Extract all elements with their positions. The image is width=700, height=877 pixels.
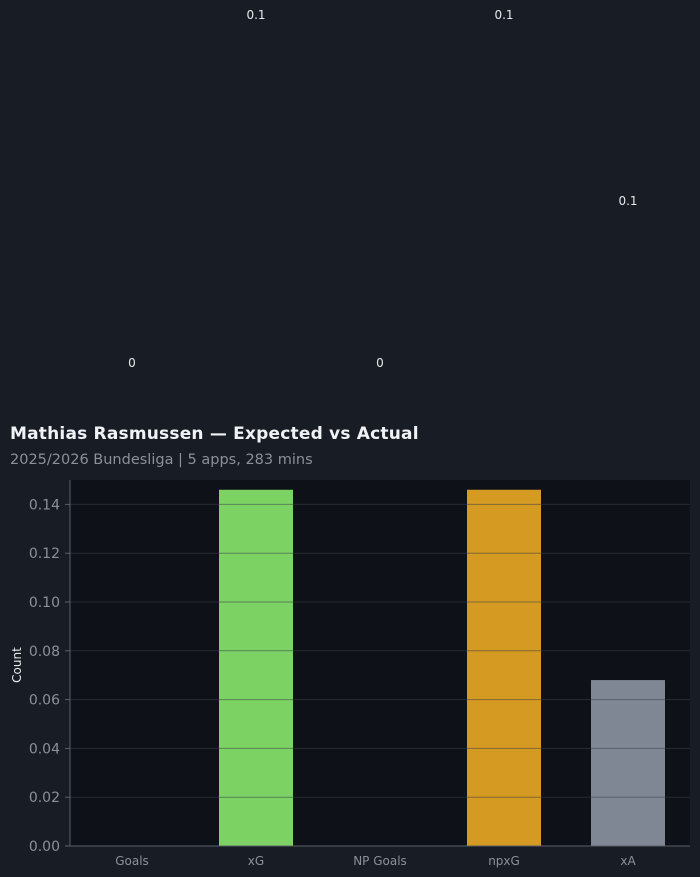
value-label: 0.1 [618, 194, 638, 208]
value-label: 0.1 [494, 8, 514, 22]
bar-xa [591, 680, 665, 846]
y-tick-label: 0.04 [29, 741, 60, 757]
y-tick-label: 0.06 [29, 693, 60, 709]
value-label: 0.1 [246, 8, 266, 22]
bar-xg [219, 489, 293, 846]
x-tick-label: xA [620, 854, 636, 868]
y-tick-label: 0.02 [29, 790, 60, 806]
value-label: 0 [128, 356, 136, 370]
y-tick-label: 0.10 [29, 595, 60, 611]
y-tick-label: 0.00 [29, 839, 60, 855]
x-tick-label: npxG [488, 854, 520, 868]
x-tick-label: xG [248, 854, 264, 868]
y-tick-label: 0.14 [29, 497, 60, 513]
chart-title: Mathias Rasmussen — Expected vs Actual [10, 424, 419, 444]
x-tick-label: NP Goals [353, 854, 407, 868]
chart-subtitle: 2025/2026 Bundesliga | 5 apps, 283 mins [10, 452, 313, 468]
y-tick-label: 0.08 [29, 644, 60, 660]
y-tick-label: 0.12 [29, 546, 60, 562]
bar-npxg [467, 489, 541, 846]
value-label: 0 [376, 356, 384, 370]
x-tick-label: Goals [115, 854, 149, 868]
y-axis-label: Count [10, 647, 24, 683]
plot-area [70, 480, 690, 846]
